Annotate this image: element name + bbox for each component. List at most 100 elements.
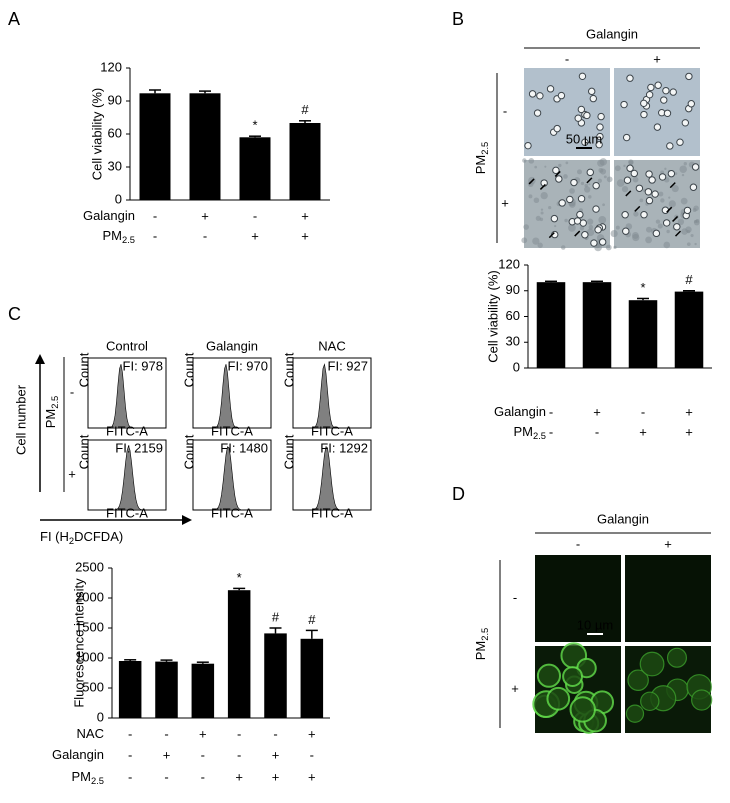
debris: [645, 226, 652, 233]
condition-sign: -: [237, 747, 241, 762]
debris: [563, 174, 568, 179]
cell: [687, 100, 695, 108]
debris: [569, 188, 575, 194]
debris: [633, 211, 639, 217]
column-sign: -: [576, 536, 580, 551]
debris: [597, 178, 602, 183]
debris: [579, 225, 585, 231]
debris: [692, 208, 697, 212]
condition-sign: +: [301, 228, 309, 243]
fi-value: FI: 1480: [220, 440, 268, 455]
debris: [599, 168, 607, 175]
cell: [647, 83, 655, 92]
debris: [534, 165, 538, 169]
arrow: [672, 215, 679, 222]
y-tick-label: 2500: [75, 559, 104, 574]
cell: [662, 219, 671, 227]
debris: [655, 219, 661, 224]
cell: [620, 100, 628, 109]
cell: [626, 164, 634, 172]
cell: [590, 239, 598, 247]
cell: [576, 210, 584, 219]
cell: [669, 88, 677, 96]
cell: [648, 176, 656, 184]
plot-x-axis-label: FITC-A: [106, 423, 148, 438]
column-sign: -: [565, 51, 569, 66]
y-tick-label: 0: [115, 191, 122, 206]
debris: [533, 197, 540, 204]
debris: [695, 218, 700, 223]
debris: [586, 228, 595, 237]
bar: [536, 282, 566, 368]
flow-y-label: Cell number: [13, 384, 28, 455]
condition-sign: +: [685, 424, 693, 439]
plot-y-axis-label: Count: [281, 352, 296, 387]
flow-column-title: NAC: [318, 338, 345, 353]
condition-sign: -: [253, 208, 257, 223]
debris: [535, 215, 541, 221]
text-part: NAC: [77, 726, 104, 741]
text-part: FI (H: [40, 529, 69, 544]
cell: [592, 181, 600, 190]
side-label: PM2.5: [473, 628, 490, 661]
cell: [546, 85, 555, 93]
debris: [639, 198, 644, 203]
debris: [568, 224, 576, 232]
condition-sign: -: [201, 747, 205, 762]
y-axis-label: Cell viability (%): [89, 88, 104, 180]
cell: [594, 226, 602, 234]
text-part: PM: [473, 155, 488, 175]
cell: [557, 91, 566, 100]
debris: [680, 197, 688, 205]
debris: [580, 181, 585, 186]
flow-row-sign: -: [70, 384, 74, 399]
condition-sign: -: [273, 726, 277, 741]
micrograph-image: [614, 68, 700, 156]
flow-column-title: Control: [106, 338, 148, 353]
arrow: [666, 206, 673, 213]
fluorescent-cell: [640, 691, 660, 712]
text-part: DCFDA): [74, 529, 123, 544]
cell: [635, 184, 644, 192]
debris: [588, 195, 592, 199]
debris: [540, 191, 548, 200]
debris: [614, 165, 621, 172]
debris: [645, 236, 652, 244]
cell: [667, 169, 676, 178]
cell: [651, 190, 659, 198]
fluorescent-cell: [627, 669, 649, 691]
debris: [554, 224, 557, 228]
condition-sign: -: [128, 769, 132, 784]
bar: [155, 661, 178, 718]
flow-x-label: FI (H2DCFDA): [40, 529, 123, 546]
debris: [681, 228, 688, 235]
cell: [528, 90, 537, 98]
debris: [632, 233, 640, 242]
cell: [673, 223, 681, 231]
cell: [588, 87, 596, 96]
condition-sign: -: [549, 424, 553, 439]
condition-label: Galangin: [83, 208, 135, 223]
bar: [300, 638, 324, 718]
micrograph-image: [610, 159, 700, 250]
bar: [628, 300, 658, 368]
condition-sign: -: [201, 769, 205, 784]
cell: [626, 74, 634, 82]
condition-sign: +: [201, 208, 209, 223]
condition-sign: -: [641, 404, 645, 419]
y-tick-label: 500: [82, 679, 104, 694]
debris: [668, 200, 676, 208]
debris: [664, 167, 667, 170]
condition-sign: -: [153, 208, 157, 223]
y-tick-label: 60: [506, 308, 520, 323]
condition-sign: +: [199, 726, 207, 741]
cell: [658, 173, 667, 181]
condition-sign: -: [310, 747, 314, 762]
cell: [645, 196, 654, 205]
debris: [522, 158, 527, 163]
debris: [548, 206, 552, 210]
debris: [584, 186, 591, 193]
column-sign: +: [664, 536, 672, 551]
debris: [558, 163, 562, 168]
